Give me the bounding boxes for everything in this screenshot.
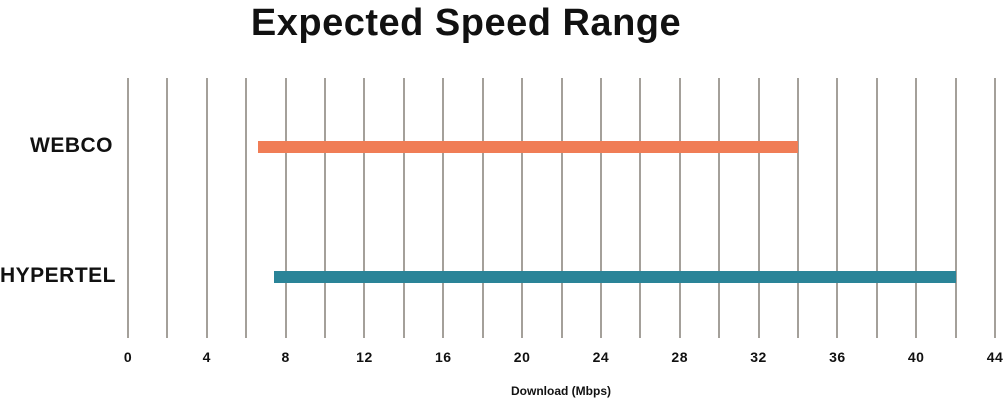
category-labels: WEBCO HYPERTEL xyxy=(0,0,117,405)
gridline xyxy=(836,78,839,338)
x-tick-label: 4 xyxy=(202,349,211,365)
x-axis-ticks: 0 4 8 12 16 20 24 28 32 36 40 44 xyxy=(124,349,1003,367)
gridline xyxy=(166,78,169,338)
gridline xyxy=(954,78,957,338)
x-tick-label: 28 xyxy=(671,349,689,365)
x-tick-label: 12 xyxy=(356,349,373,365)
gridline xyxy=(915,78,918,338)
x-tick-label: 40 xyxy=(907,349,925,365)
gridline xyxy=(718,78,721,338)
gridline xyxy=(757,78,760,338)
chart-title: Expected Speed Range xyxy=(250,2,682,44)
gridline xyxy=(363,78,366,338)
gridline xyxy=(599,78,602,338)
gridline xyxy=(284,78,287,338)
gridline xyxy=(127,78,129,338)
x-axis-label: Download (Mbps) xyxy=(511,384,611,398)
category-label-hypertel: HYPERTEL xyxy=(0,264,117,287)
gridline xyxy=(796,78,799,338)
gridline xyxy=(678,78,681,338)
gridline xyxy=(245,78,248,338)
x-tick-label: 32 xyxy=(750,349,767,365)
gridline xyxy=(205,78,208,338)
range-bar-hypertel xyxy=(273,271,956,283)
gridline xyxy=(481,78,484,338)
category-label-webco: WEBCO xyxy=(30,134,113,157)
plot-area xyxy=(127,78,996,338)
range-bar-webco xyxy=(258,141,798,153)
x-tick-label: 24 xyxy=(592,349,610,365)
x-tick-label: 20 xyxy=(513,349,531,365)
x-tick-label: 0 xyxy=(123,349,133,365)
gridline xyxy=(994,78,996,338)
gridline xyxy=(875,78,878,338)
gridline xyxy=(560,78,563,338)
gridline xyxy=(402,78,405,338)
x-tick-label: 8 xyxy=(281,349,290,365)
gridline xyxy=(442,78,445,338)
gridline xyxy=(324,78,327,338)
gridline xyxy=(521,78,524,338)
x-tick-label: 44 xyxy=(986,349,1003,365)
gridline xyxy=(639,78,642,338)
x-tick-label: 36 xyxy=(829,349,846,365)
x-tick-label: 16 xyxy=(434,349,452,365)
